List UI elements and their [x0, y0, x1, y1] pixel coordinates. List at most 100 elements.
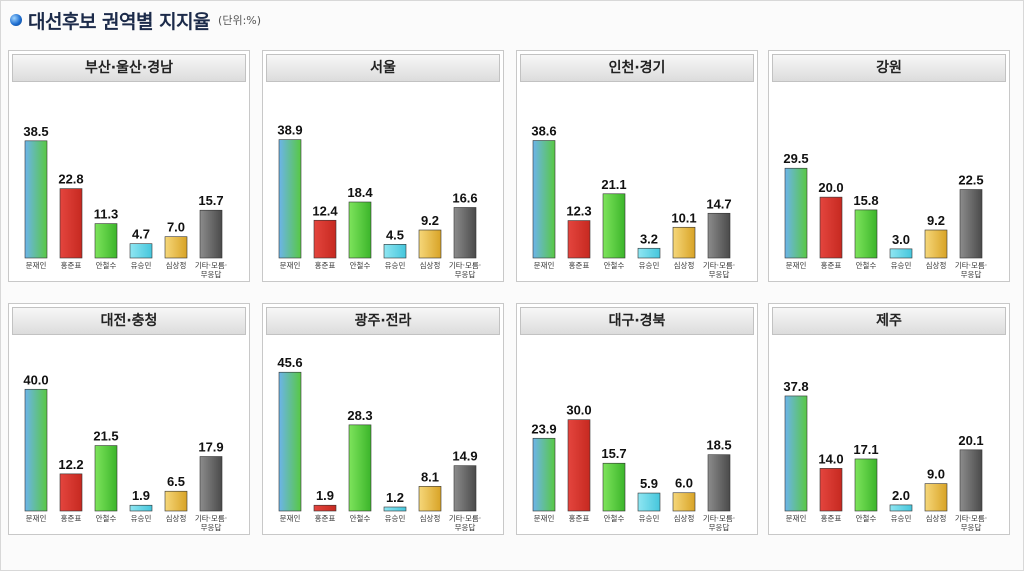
bar-value-label: 9.2: [421, 213, 439, 228]
bar-value-label: 20.1: [958, 433, 983, 448]
bar-홍준표: [819, 196, 843, 259]
bar-안철수: [602, 193, 626, 259]
bar-value-label: 20.0: [818, 180, 843, 195]
bar-value-label: 45.6: [277, 355, 302, 370]
bar-심상정: [924, 483, 948, 512]
region-panel: 인천·경기 38.6 문재인 12.3 홍준표 21.1 안철수 3.2 유승민 10.1 심상정 1…: [516, 50, 758, 282]
category-label: 유승민: [131, 513, 152, 523]
category-label: 심상정: [420, 513, 441, 523]
category-label: 기타·모름· 무응답: [955, 514, 987, 532]
header: 대선후보 권역별 지지율 (단위:%): [10, 8, 262, 33]
category-label: 심상정: [166, 260, 187, 270]
bar-문재인: [784, 395, 808, 512]
region-title: 대구·경북: [520, 307, 754, 335]
category-label: 안철수: [604, 513, 625, 523]
bar-value-label: 4.5: [386, 227, 404, 242]
region-panel: 강원 29.5 문재인 20.0 홍준표 15.8 안철수 3.0 유승민 9.2 심상정 22.5 기…: [768, 50, 1010, 282]
bar-plot: 23.9 문재인 30.0 홍준표 15.7 안철수 5.9 유승민 6.0 심상정 18.5 기타·…: [531, 403, 735, 532]
category-label: 기타·모름· 무응답: [955, 261, 987, 279]
bar-심상정: [924, 229, 948, 259]
bar-value-label: 22.8: [58, 172, 83, 187]
bar-value-label: 6.5: [167, 474, 185, 489]
category-label: 유승민: [891, 513, 912, 523]
bar-value-label: 17.1: [853, 442, 878, 457]
category-label: 심상정: [926, 513, 947, 523]
category-label: 심상정: [926, 260, 947, 270]
bar-기타: [453, 465, 477, 512]
bar-기타: [453, 207, 477, 259]
bar-value-label: 6.0: [675, 476, 693, 491]
category-label: 홍준표: [61, 513, 82, 523]
bar-문재인: [278, 371, 302, 512]
bar-기타: [707, 212, 731, 259]
bar-기타: [707, 454, 731, 512]
bar-value-label: 16.6: [452, 190, 477, 205]
category-label: 안철수: [856, 513, 877, 523]
bar-기타: [959, 449, 983, 512]
bar-안철수: [94, 445, 118, 512]
bar-홍준표: [59, 473, 83, 512]
bar-value-label: 23.9: [531, 421, 556, 436]
category-label: 기타·모름· 무응답: [703, 514, 735, 532]
category-label: 기타·모름· 무응답: [195, 514, 227, 532]
region-title: 강원: [772, 54, 1006, 82]
category-label: 홍준표: [821, 513, 842, 523]
bar-plot: 45.6 문재인 1.9 홍준표 28.3 안철수 1.2 유승민 8.1 심상정 14.9 기타·모…: [277, 355, 481, 532]
bar-홍준표: [313, 219, 337, 259]
bar-안철수: [854, 458, 878, 512]
category-label: 유승민: [639, 260, 660, 270]
bar-value-label: 7.0: [167, 220, 185, 235]
region-title: 부산·울산·경남: [12, 54, 246, 82]
bar-value-label: 8.1: [421, 469, 439, 484]
bar-유승민: [383, 506, 407, 512]
bar-plot: 29.5 문재인 20.0 홍준표 15.8 안철수 3.0 유승민 9.2 심상정 22.5 기타·…: [783, 151, 987, 279]
bar-value-label: 37.8: [783, 379, 808, 394]
bar-value-label: 30.0: [566, 403, 591, 418]
category-label: 기타·모름· 무응답: [449, 261, 481, 279]
bar-문재인: [532, 140, 556, 259]
bar-value-label: 1.2: [386, 490, 404, 505]
bar-value-label: 12.3: [566, 204, 591, 219]
region-panel: 부산·울산·경남 38.5 문재인 22.8 홍준표 11.3 안철수 4.7 유승민 7.0 심상…: [8, 50, 250, 282]
region-title: 서울: [266, 54, 500, 82]
category-label: 안철수: [350, 513, 371, 523]
bar-value-label: 9.0: [927, 467, 945, 482]
bar-value-label: 38.5: [23, 124, 48, 139]
bar-유승민: [383, 244, 407, 259]
bar-안철수: [348, 201, 372, 259]
bar-value-label: 38.6: [531, 124, 556, 139]
category-label: 문재인: [534, 513, 555, 523]
bar-심상정: [164, 490, 188, 512]
category-label: 홍준표: [315, 260, 336, 270]
bar-홍준표: [313, 504, 337, 512]
category-label: 안철수: [96, 513, 117, 523]
bar-value-label: 2.0: [892, 488, 910, 503]
bar-value-label: 14.0: [818, 451, 843, 466]
bar-홍준표: [819, 468, 843, 512]
page-title: 대선후보 권역별 지지율: [28, 10, 211, 33]
bar-문재인: [532, 437, 556, 512]
bullet-icon: [10, 14, 22, 26]
category-label: 기타·모름· 무응답: [703, 261, 735, 279]
category-label: 홍준표: [61, 260, 82, 270]
category-label: 문재인: [786, 513, 807, 523]
region-title: 대전·충청: [12, 307, 246, 335]
bar-심상정: [418, 486, 442, 512]
region-panel: 대전·충청 40.0 문재인 12.2 홍준표 21.5 안철수 1.9 유승민 6.5 심상정 17…: [8, 303, 250, 535]
category-label: 심상정: [674, 260, 695, 270]
unit-label: (단위:%): [218, 14, 262, 27]
bar-value-label: 22.5: [958, 173, 983, 188]
bar-문재인: [24, 388, 48, 512]
bar-홍준표: [567, 220, 591, 259]
category-label: 유승민: [891, 260, 912, 270]
category-label: 홍준표: [315, 513, 336, 523]
bar-value-label: 29.5: [783, 151, 808, 166]
bar-value-label: 38.9: [277, 123, 302, 138]
bar-문재인: [24, 140, 48, 259]
region-panel: 광주·전라 45.6 문재인 1.9 홍준표 28.3 안철수 1.2 유승민 8.1 심상정 14.…: [262, 303, 504, 535]
bar-심상정: [672, 226, 696, 259]
bar-심상정: [672, 492, 696, 512]
bar-유승민: [129, 504, 153, 512]
bar-value-label: 15.7: [198, 193, 223, 208]
